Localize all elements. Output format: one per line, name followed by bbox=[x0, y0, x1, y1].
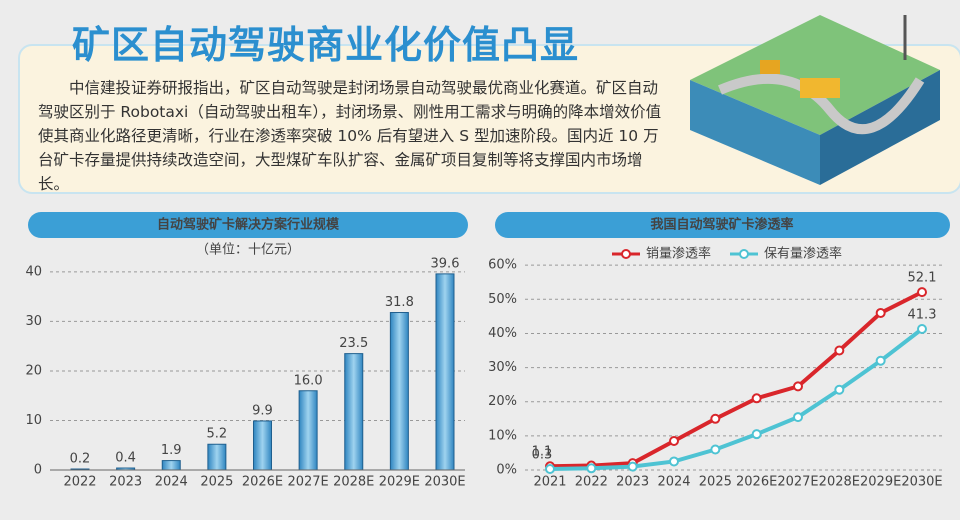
y-tick-label: 30 bbox=[25, 314, 42, 329]
y-tick-label: 60% bbox=[488, 258, 517, 273]
x-tick-label: 2022 bbox=[575, 475, 608, 490]
bar bbox=[344, 353, 364, 471]
x-tick-label: 2021 bbox=[533, 475, 566, 490]
page-title: 矿区自动驾驶商业化价值凸显 bbox=[72, 23, 580, 67]
title-bar bbox=[495, 212, 950, 238]
x-tick-label: 2028E bbox=[819, 475, 860, 490]
point bbox=[917, 324, 927, 335]
point bbox=[875, 355, 886, 366]
legend-marker bbox=[739, 249, 749, 259]
data-label: 5.2 bbox=[207, 427, 228, 442]
data-label: 31.8 bbox=[385, 295, 414, 310]
point bbox=[710, 413, 721, 424]
x-tick-label: 2028E bbox=[333, 475, 374, 490]
point bbox=[875, 307, 886, 318]
chart-title: 自动驾驶矿卡解决方案行业规模 bbox=[157, 217, 340, 233]
bar bbox=[253, 420, 272, 471]
data-label: 39.6 bbox=[431, 256, 460, 271]
intro-text: 中信建投证券研报指出，矿区自动驾驶是封闭场景自动驾驶最优商业化赛道。矿区自动驾驶… bbox=[38, 79, 662, 193]
point bbox=[834, 345, 845, 356]
x-tick-label: 2022 bbox=[63, 475, 96, 490]
bar bbox=[389, 312, 409, 471]
bar bbox=[298, 390, 318, 471]
y-tick-label: 40 bbox=[25, 264, 42, 279]
data-label: 0.3 bbox=[532, 447, 553, 462]
data-label: 16.0 bbox=[294, 373, 323, 388]
legend-label: 保有量渗透率 bbox=[764, 246, 842, 262]
point bbox=[751, 393, 762, 404]
x-tick-label: 2026E bbox=[736, 475, 777, 490]
y-tick-label: 0% bbox=[496, 463, 517, 478]
data-label: 41.3 bbox=[908, 308, 937, 323]
point bbox=[793, 381, 803, 392]
point bbox=[834, 384, 845, 395]
data-label: 52.1 bbox=[908, 271, 937, 286]
bar bbox=[435, 273, 455, 471]
bar bbox=[161, 460, 181, 471]
legend-label: 销量渗透率 bbox=[646, 246, 711, 262]
x-tick-label: 2030E bbox=[901, 475, 942, 490]
x-tick-label: 2027E bbox=[777, 475, 818, 490]
data-label: 23.5 bbox=[339, 336, 368, 351]
x-tick-label: 2025 bbox=[200, 475, 233, 490]
y-tick-label: 30% bbox=[488, 360, 517, 375]
point bbox=[669, 456, 679, 467]
y-tick-label: 20 bbox=[25, 363, 42, 378]
point bbox=[627, 461, 638, 472]
point bbox=[793, 412, 803, 423]
y-tick-label: 0 bbox=[34, 463, 42, 478]
y-tick-label: 10 bbox=[25, 413, 42, 428]
y-tick-label: 20% bbox=[488, 394, 517, 409]
x-tick-label: 2030E bbox=[424, 475, 465, 490]
point bbox=[586, 463, 597, 474]
point bbox=[751, 429, 762, 440]
data-label: 1.1 bbox=[532, 445, 553, 460]
x-tick-label: 2026E bbox=[242, 475, 283, 490]
point bbox=[710, 444, 721, 455]
title-bar bbox=[28, 212, 468, 238]
chart-title: 我国自动驾驶矿卡渗透率 bbox=[650, 217, 793, 233]
point bbox=[917, 287, 927, 298]
data-label: 9.9 bbox=[252, 403, 273, 418]
x-tick-label: 2024 bbox=[657, 475, 690, 490]
x-tick-label: 2023 bbox=[109, 475, 142, 490]
x-tick-label: 2029E bbox=[860, 475, 901, 490]
data-label: 0.2 bbox=[70, 452, 91, 467]
series-line bbox=[549, 290, 923, 469]
data-label: 0.4 bbox=[115, 451, 136, 466]
data-label: 1.9 bbox=[161, 443, 182, 458]
point bbox=[669, 435, 679, 446]
x-tick-label: 2029E bbox=[379, 475, 420, 490]
series-line bbox=[549, 327, 924, 471]
y-tick-label: 10% bbox=[488, 428, 517, 443]
y-tick-label: 40% bbox=[488, 326, 517, 341]
x-tick-label: 2023 bbox=[616, 475, 649, 490]
x-tick-label: 2024 bbox=[155, 475, 188, 490]
legend-marker bbox=[621, 249, 631, 259]
bar bbox=[207, 443, 227, 471]
point bbox=[545, 463, 555, 474]
x-tick-label: 2027E bbox=[287, 475, 328, 490]
x-tick-label: 2025 bbox=[699, 475, 732, 490]
illustration bbox=[690, 15, 940, 185]
chart-subtitle: （单位：十亿元） bbox=[196, 243, 300, 258]
y-tick-label: 50% bbox=[488, 292, 517, 307]
